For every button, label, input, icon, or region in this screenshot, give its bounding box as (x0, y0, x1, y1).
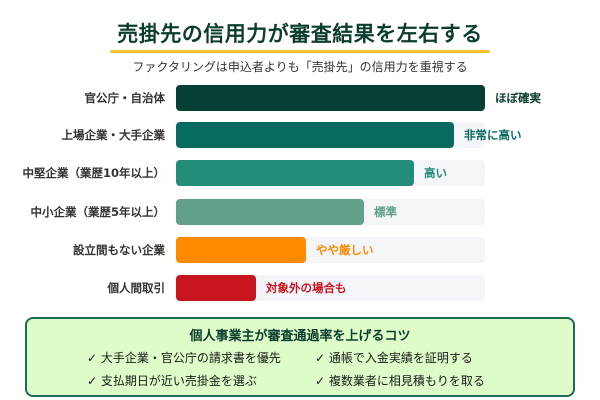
tip-item: ✓ 複数業者に相見積もりを取る (315, 374, 485, 388)
bar-track: ほぼ確実 (176, 85, 541, 111)
tips-box: 個人事業主が審査通過率を上げるコツ ✓ 大手企業・官公庁の請求書を優先 ✓ 通帳… (25, 317, 575, 397)
category-label: 設立間もない企業 (73, 243, 165, 257)
tip-item: ✓ 通帳で入金実績を証明する (315, 351, 473, 365)
chart-row: 上場企業・大手企業 非常に高い (0, 122, 600, 148)
bar-track: 対象外の場合も (176, 275, 485, 301)
value-label: やや厳しい (316, 243, 374, 257)
page-subtitle: ファクタリングは申込者よりも「売掛先」の信用力を重視する (132, 60, 468, 74)
bar (176, 122, 454, 148)
chart-row: 設立間もない企業 やや厳しい (0, 237, 600, 263)
category-label: 中小企業（業歴5年以上） (30, 205, 165, 219)
bar (176, 199, 364, 225)
bar-track: 標準 (176, 199, 485, 225)
bar-track: 高い (176, 160, 485, 186)
value-label: 非常に高い (464, 128, 522, 142)
title-underline (110, 50, 490, 53)
value-label: ほぼ確実 (495, 91, 541, 105)
chart-row: 中堅企業（業歴10年以上） 高い (0, 160, 600, 186)
bar-track: 非常に高い (176, 122, 522, 148)
tips-title: 個人事業主が審査通過率を上げるコツ (189, 329, 411, 344)
bar (176, 160, 414, 186)
chart-row: 官公庁・自治体 ほぼ確実 (0, 85, 600, 111)
category-label: 官公庁・自治体 (84, 91, 166, 105)
value-label: 対象外の場合も (266, 281, 347, 295)
value-label: 高い (424, 166, 447, 180)
category-label: 上場企業・大手企業 (61, 128, 166, 142)
tip-item: ✓ 大手企業・官公庁の請求書を優先 (87, 351, 281, 365)
bar-track: やや厳しい (176, 237, 485, 263)
page-title: 売掛先の信用力が審査結果を左右する (117, 22, 483, 46)
chart-row: 中小企業（業歴5年以上） 標準 (0, 199, 600, 225)
category-label: 個人間取引 (107, 281, 166, 295)
bar (176, 275, 256, 301)
tip-item: ✓ 支払期日が近い売掛金を選ぶ (87, 374, 257, 388)
chart-row: 個人間取引 対象外の場合も (0, 275, 600, 301)
bar (176, 85, 485, 111)
category-label: 中堅企業（業歴10年以上） (22, 166, 165, 180)
value-label: 標準 (374, 205, 397, 219)
bar (176, 237, 306, 263)
